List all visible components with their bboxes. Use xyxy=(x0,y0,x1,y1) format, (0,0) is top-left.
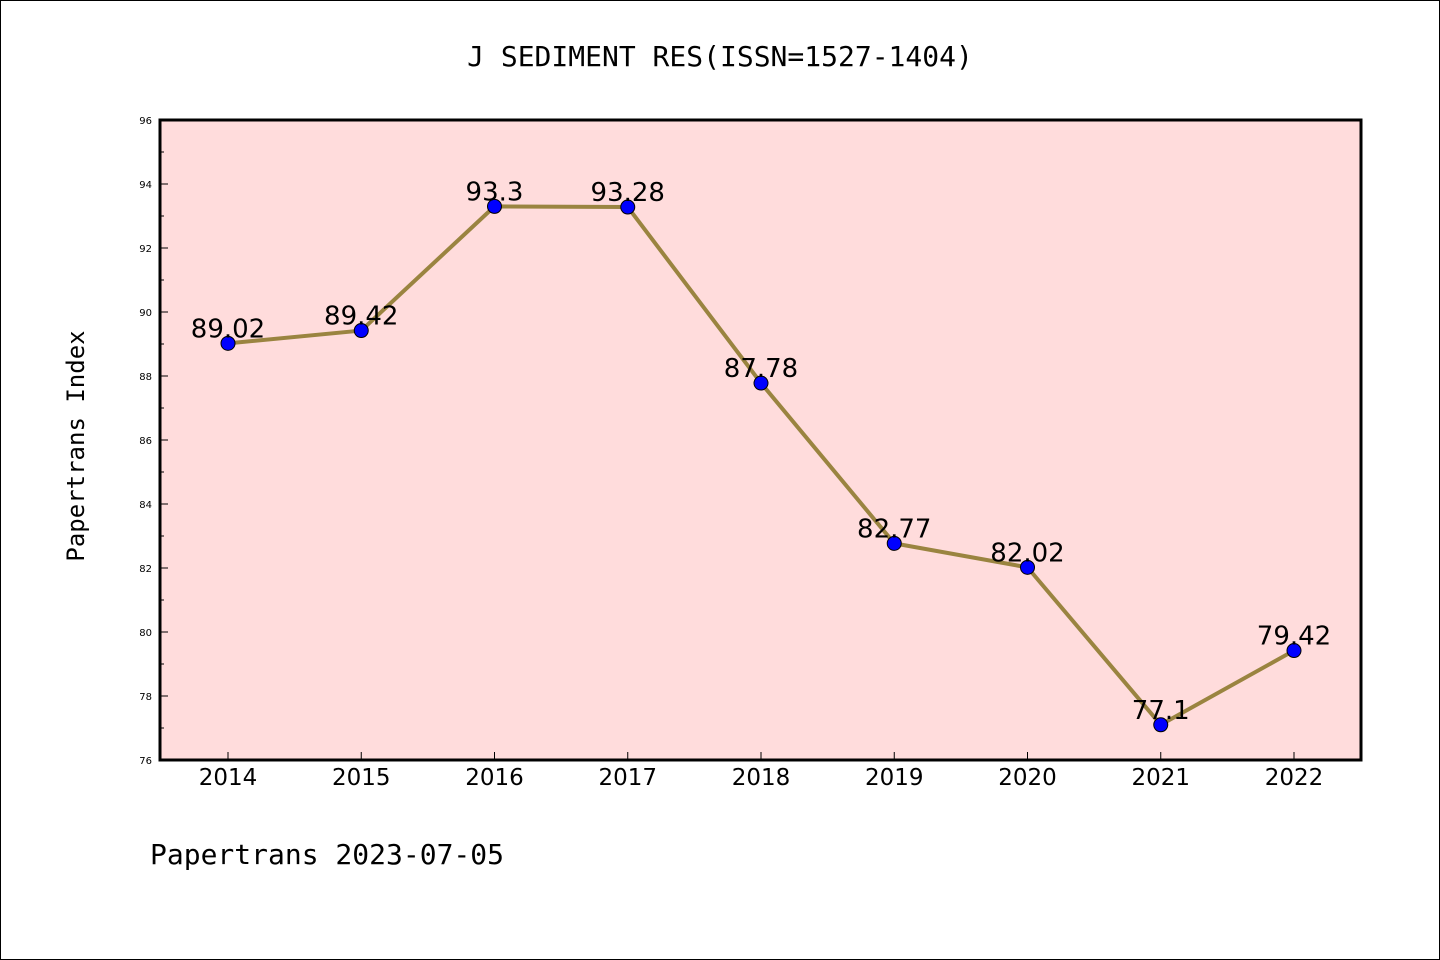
x-tick-label: 2022 xyxy=(1265,765,1324,791)
y-tick-label: 88 xyxy=(139,372,152,383)
data-point-marker xyxy=(753,375,769,391)
y-tick-label: 84 xyxy=(139,500,152,511)
y-tick-label: 86 xyxy=(139,436,152,447)
y-tick-label: 92 xyxy=(139,244,152,255)
data-point-marker xyxy=(1153,717,1169,733)
x-tick-label: 2017 xyxy=(598,765,657,791)
plot-area xyxy=(158,118,1363,762)
x-tick-label: 2019 xyxy=(865,765,924,791)
x-tick-label: 2014 xyxy=(199,765,258,791)
series-markers xyxy=(220,198,1302,733)
footer-date: Papertrans 2023-07-05 xyxy=(150,838,504,871)
data-label: 93.3 xyxy=(466,177,524,207)
data-point-marker xyxy=(353,323,369,339)
y-tick-label: 80 xyxy=(139,628,152,639)
data-point-marker xyxy=(487,198,502,214)
data-label: 82.02 xyxy=(990,538,1064,568)
y-tick-label: 90 xyxy=(139,308,152,319)
y-tick-label: 94 xyxy=(139,180,152,191)
x-tick-label: 2020 xyxy=(998,765,1057,791)
x-axis: 2014 2015 2016 2017 2018 2019 2020 2021 2022 xyxy=(199,752,1324,791)
data-label: 77.1 xyxy=(1132,696,1190,726)
data-label: 79.42 xyxy=(1257,622,1331,652)
data-point-marker xyxy=(1020,559,1035,575)
y-tick-label: 78 xyxy=(139,692,152,703)
data-point-marker xyxy=(1286,643,1302,659)
data-point-marker xyxy=(220,335,236,351)
y-tick-label: 82 xyxy=(139,564,152,575)
y-axis: 76 78 80 82 84 86 88 90 92 94 96 xyxy=(139,116,168,767)
x-tick-label: 2018 xyxy=(732,765,791,791)
y-tick-label: 76 xyxy=(139,756,152,767)
data-label: 82.77 xyxy=(857,514,931,544)
chart-title: J SEDIMENT RES(ISSN=1527-1404) xyxy=(467,40,973,73)
data-label: 89.42 xyxy=(324,302,398,332)
x-tick-label: 2016 xyxy=(465,765,524,791)
y-axis-label: Papertrans Index xyxy=(62,330,90,561)
data-point-marker xyxy=(886,535,902,551)
data-label: 93.28 xyxy=(591,178,665,208)
x-tick-label: 2015 xyxy=(332,765,391,791)
y-tick-label: 96 xyxy=(139,116,152,127)
data-label: 89.02 xyxy=(191,314,265,344)
x-tick-label: 2021 xyxy=(1131,765,1190,791)
data-labels: 89.02 89.42 93.3 93.28 87.78 82.77 82.02 77.1 79… xyxy=(191,177,1331,725)
data-point-marker xyxy=(620,199,636,215)
data-label: 87.78 xyxy=(724,354,798,384)
